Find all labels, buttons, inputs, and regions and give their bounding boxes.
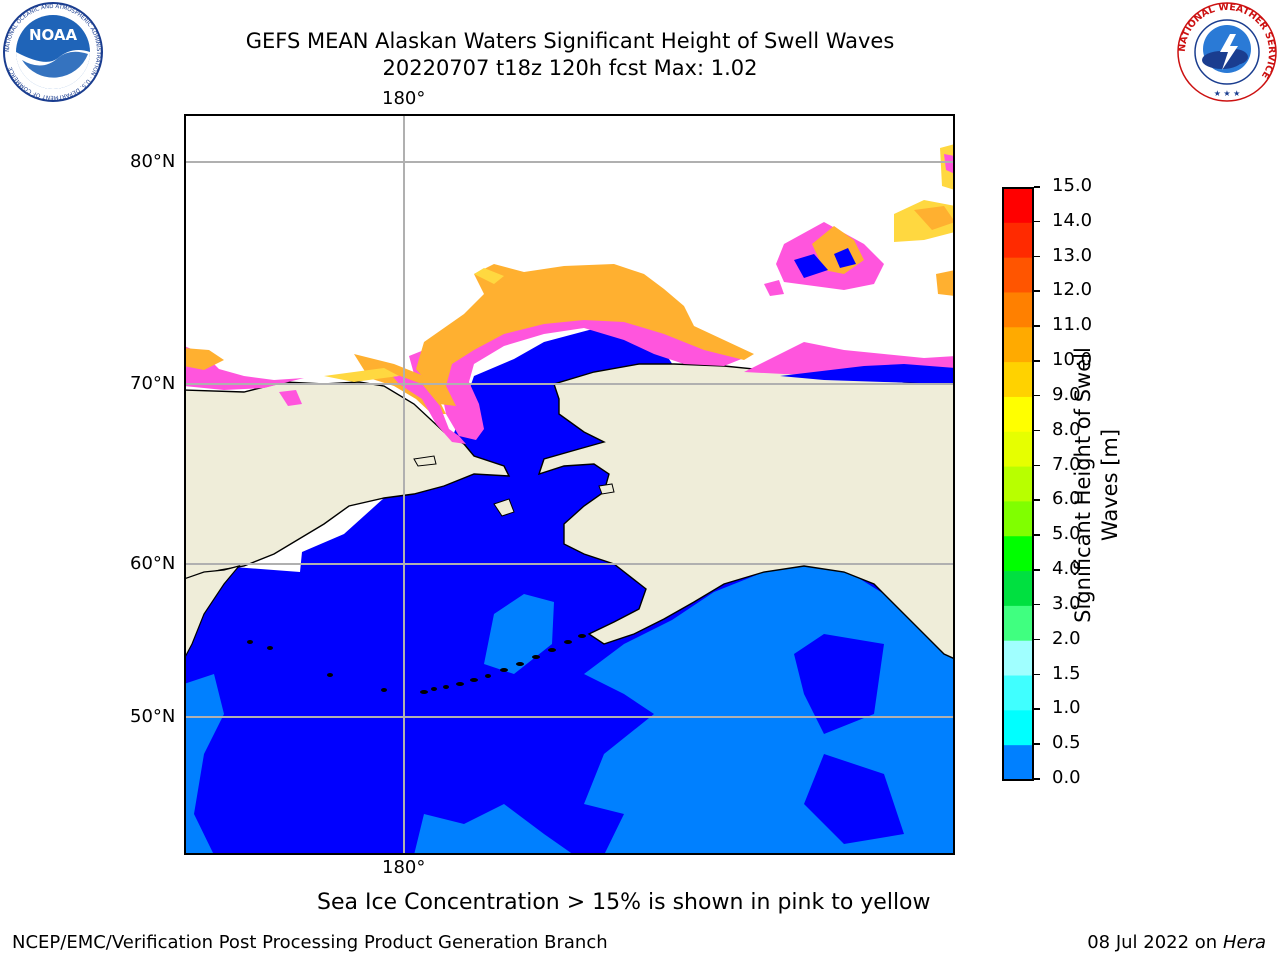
- colorbar-tick-label: 1.0: [1052, 697, 1081, 719]
- lat-label-60n: 60°N: [130, 553, 176, 574]
- lat-label-80n: 80°N: [130, 151, 176, 172]
- colorbar-swatch: [1003, 396, 1033, 433]
- chart-title-line1: GEFS MEAN Alaskan Waters Significant Hei…: [245, 29, 895, 53]
- colorbar-tick-mark: [1034, 255, 1040, 258]
- colorbar-tick-label: 9.0: [1052, 383, 1081, 405]
- colorbar: [1002, 187, 1034, 781]
- colorbar-swatch: [1003, 675, 1033, 711]
- noaa-logo-icon: NOAA NATIONAL OCEANIC AND ATMOSPHERIC AD…: [3, 2, 103, 102]
- colorbar-swatch: [1003, 536, 1033, 572]
- colorbar-tick-label: 8.0: [1052, 418, 1081, 440]
- colorbar-tick-mark: [1034, 220, 1040, 223]
- colorbar-swatch: [1003, 745, 1033, 781]
- colorbar-tick-label: 13.0: [1052, 244, 1093, 266]
- colorbar-tick-label: 11.0: [1052, 314, 1093, 336]
- colorbar-swatch: [1003, 605, 1033, 642]
- colorbar-tick-mark: [1034, 429, 1040, 432]
- colorbar-tick-label: 1.5: [1052, 662, 1081, 684]
- lon-label-bottom: 180°: [382, 857, 426, 878]
- noaa-logo-text: NOAA: [29, 26, 78, 44]
- sea-ice-caption: Sea Ice Concentration > 15% is shown in …: [317, 890, 931, 915]
- colorbar-tick-mark: [1034, 743, 1040, 745]
- footer-date-text: 08 Jul 2022 on: [1087, 932, 1223, 953]
- colorbar-tick-label: 5.0: [1052, 523, 1081, 545]
- colorbar-tick-label: 6.0: [1052, 488, 1081, 510]
- colorbar-swatch: [1003, 710, 1033, 746]
- colorbar-swatch: [1003, 222, 1033, 259]
- colorbar-tick-label: 3.0: [1052, 592, 1081, 614]
- colorbar-tick-mark: [1034, 290, 1040, 292]
- colorbar-tick-label: 0.0: [1052, 767, 1081, 788]
- colorbar-tick-label: 12.0: [1052, 279, 1093, 301]
- colorbar-tick-mark: [1034, 360, 1040, 362]
- footer-machine: Hera: [1222, 932, 1266, 953]
- colorbar-tick-label: 15.0: [1052, 175, 1093, 196]
- footer-date: 08 Jul 2022 on Hera: [1087, 932, 1266, 953]
- lat-label-50n: 50°N: [130, 706, 176, 727]
- colorbar-tick-mark: [1034, 638, 1040, 641]
- sea-ice-chukchi-pink: [409, 314, 744, 440]
- colorbar-tick-mark: [1034, 778, 1040, 780]
- colorbar-tick-mark: [1034, 708, 1040, 710]
- colorbar-tick-mark: [1034, 673, 1040, 676]
- lat-label-70n: 70°N: [130, 373, 176, 394]
- colorbar-tick-label: 2.0: [1052, 627, 1081, 649]
- colorbar-tick-label: 10.0: [1052, 349, 1093, 371]
- siberia-landmass: [185, 381, 511, 580]
- colorbar-tick-mark: [1034, 325, 1040, 327]
- colorbar-swatch: [1003, 257, 1033, 293]
- sea-ice-chukchi-orange: [416, 264, 754, 406]
- colorbar-tick-label: 14.0: [1052, 209, 1093, 231]
- colorbar-tick-mark: [1034, 603, 1040, 606]
- graticule: [184, 114, 955, 855]
- colorbar-tick-mark: [1034, 569, 1040, 571]
- colorbar-tick-mark: [1034, 464, 1040, 467]
- nws-logo-icon: NATIONAL WEATHER SERVICE ★ ★ ★: [1177, 2, 1277, 102]
- colorbar-swatch: [1003, 640, 1033, 677]
- colorbar-tick-mark: [1034, 186, 1040, 188]
- colorbar-tick-label: 7.0: [1052, 453, 1081, 475]
- colorbar-tick-mark: [1034, 394, 1040, 397]
- lon-label-top: 180°: [382, 88, 426, 109]
- colorbar-tick-label: 0.5: [1052, 732, 1081, 754]
- map-panel: [184, 114, 955, 855]
- colorbar-ticks: 15.0 14.0 13.0 12.0 11.0 10.0 9.0 8.0 7.0 6.0 5.0 4…: [1034, 175, 1112, 798]
- colorbar-tick-label: 4.0: [1052, 558, 1081, 580]
- colorbar-tick-mark: [1034, 534, 1040, 536]
- colorbar-swatch: [1003, 466, 1033, 502]
- colorbar-swatch: [1003, 431, 1033, 468]
- footer-branch: NCEP/EMC/Verification Post Processing Pr…: [12, 932, 608, 953]
- colorbar-swatch: [1003, 501, 1033, 537]
- colorbar-swatch: [1003, 188, 1033, 224]
- colorbar-swatches: [1003, 188, 1033, 781]
- colorbar-label: Significant Height of Swell Waves [m]: [1071, 347, 1122, 623]
- colorbar-tick-mark: [1034, 499, 1040, 501]
- colorbar-swatch: [1003, 571, 1033, 607]
- colorbar-swatch: [1003, 292, 1033, 328]
- chart-title-line2: 20220707 t18z 120h fcst Max: 1.02: [382, 56, 758, 80]
- svg-text:★ ★ ★: ★ ★ ★: [1214, 89, 1241, 98]
- colorbar-swatch: [1003, 362, 1033, 398]
- colorbar-swatch: [1003, 327, 1033, 363]
